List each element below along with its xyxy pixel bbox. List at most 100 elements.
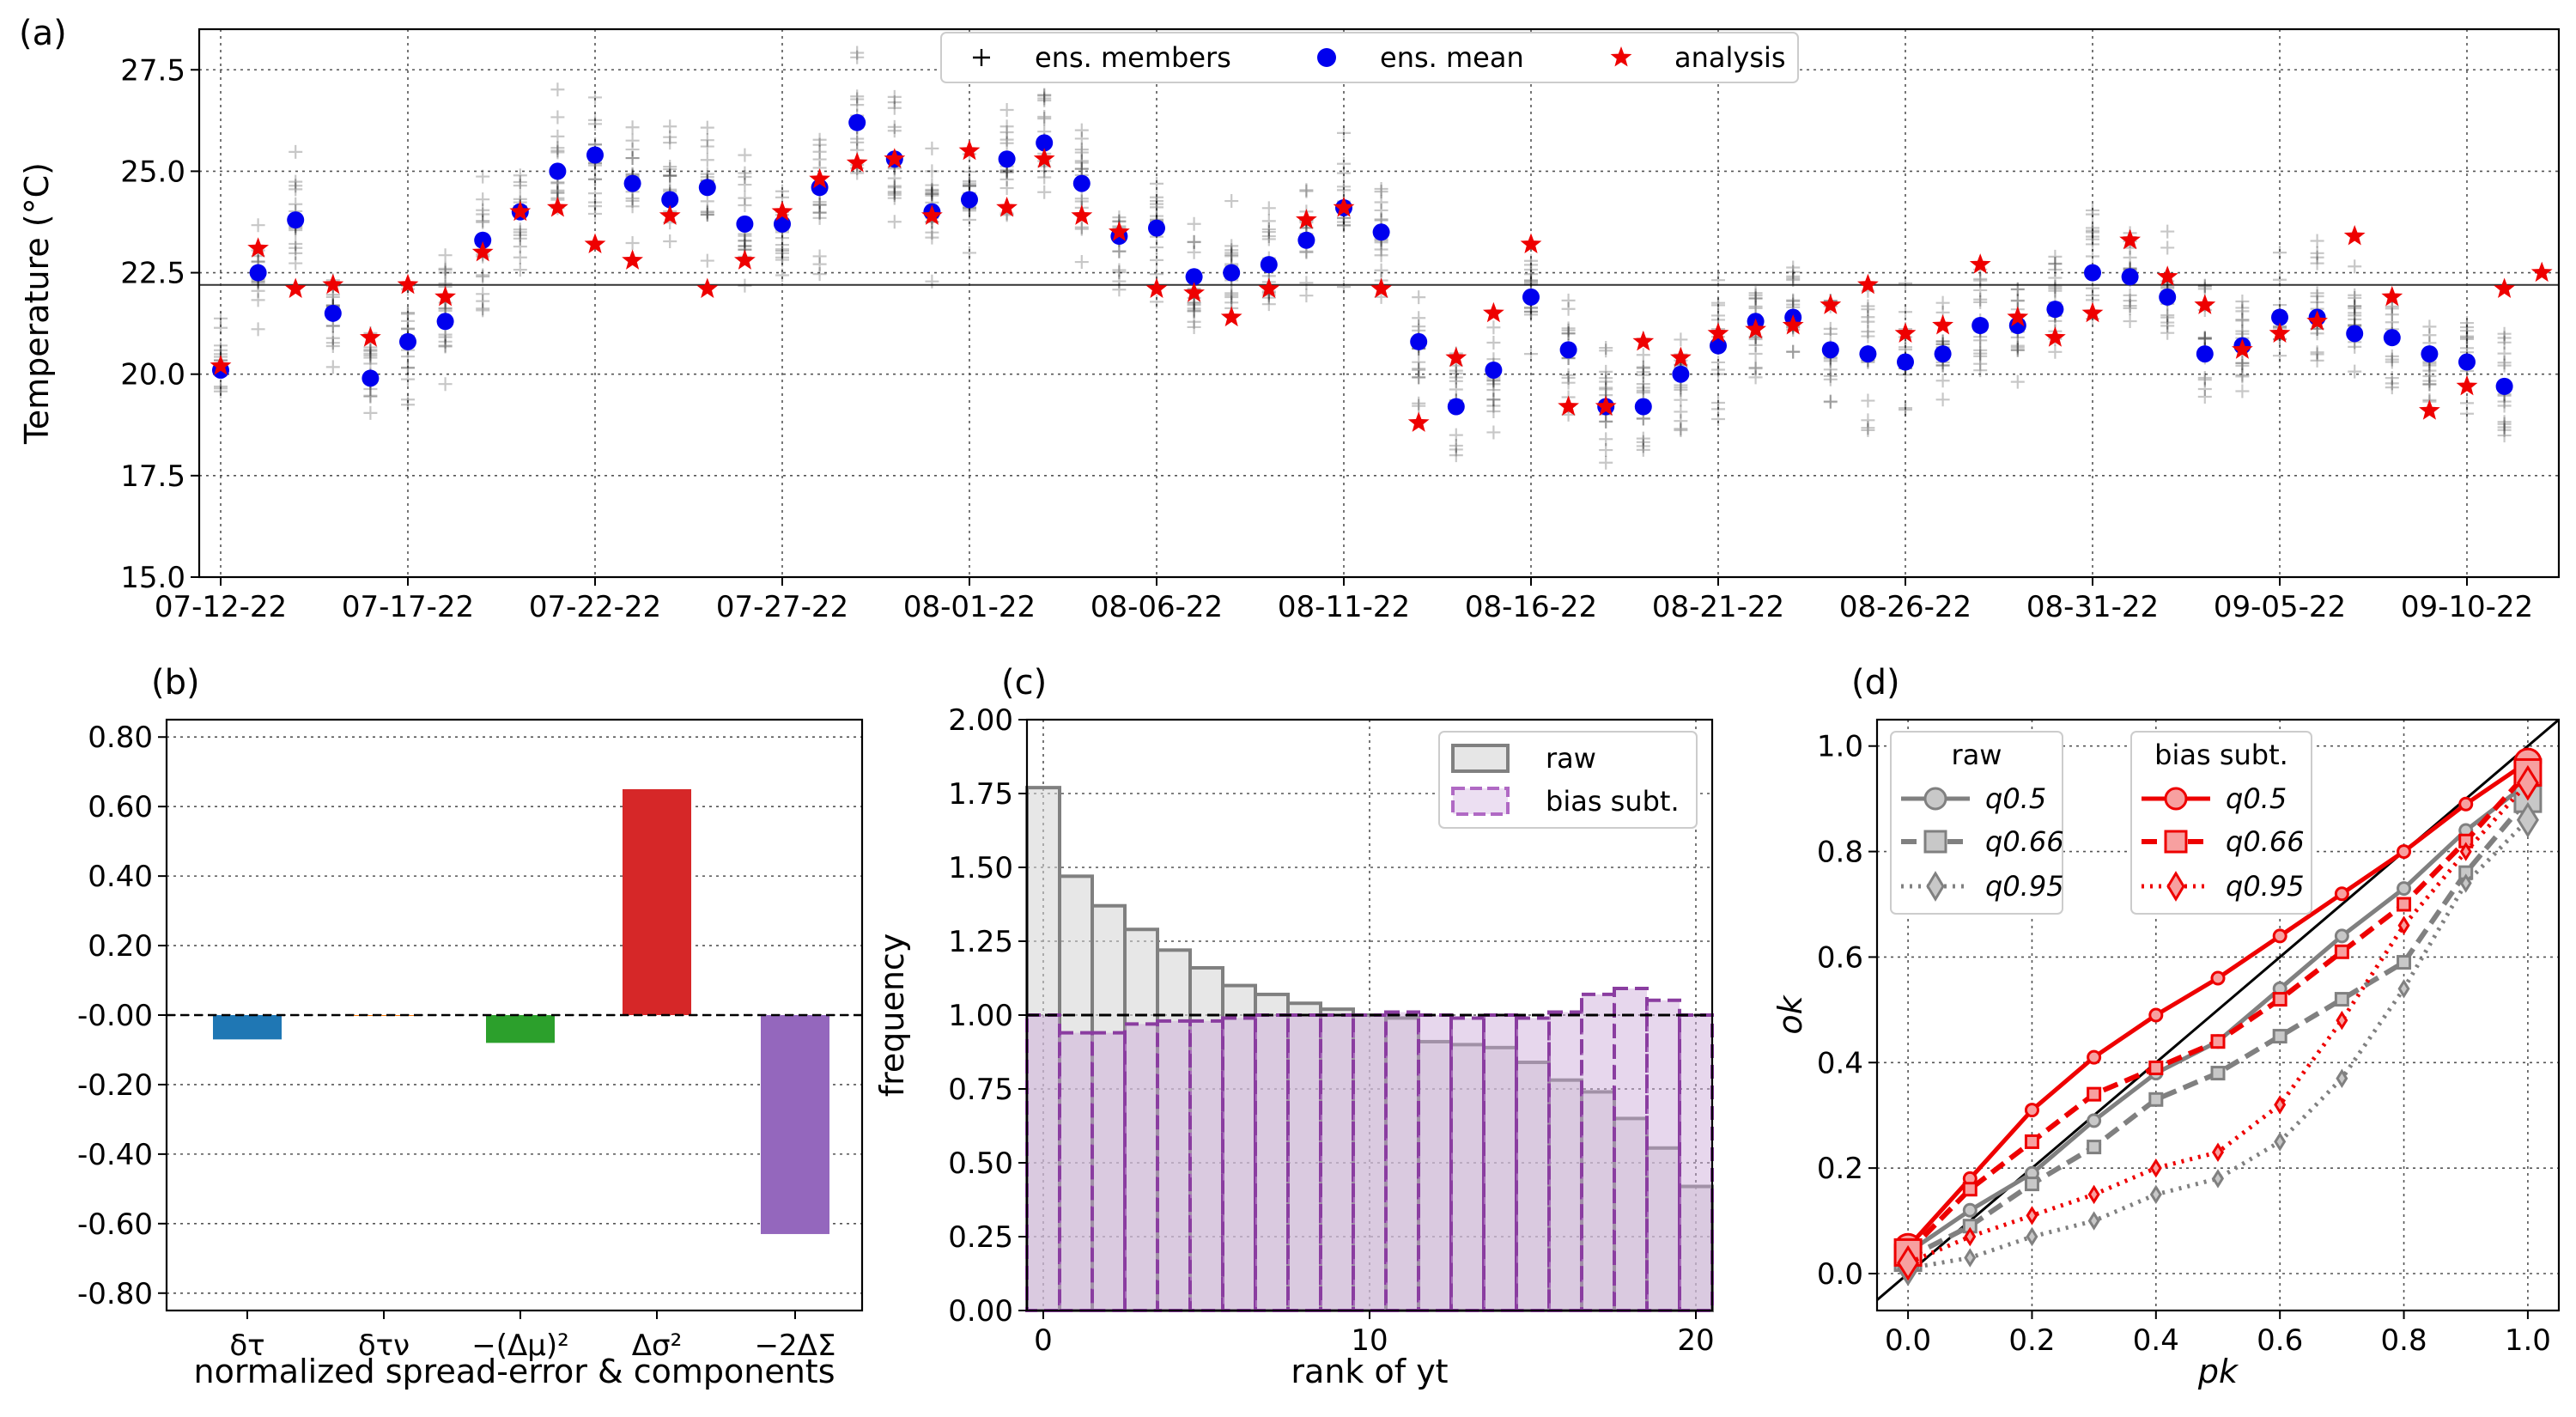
ensemble-member-marker — [775, 231, 789, 246]
y-tick-label: 0.2 — [1817, 1152, 1863, 1186]
x-tick-label: 10 — [1351, 1323, 1388, 1358]
ensemble-member-marker — [1748, 290, 1763, 305]
ensemble-member-marker — [1112, 283, 1127, 297]
ensemble-member-marker — [1112, 244, 1127, 258]
ensemble-member-marker — [513, 168, 527, 183]
ensemble-member-marker — [738, 234, 752, 248]
panel-a-frame — [197, 27, 2561, 579]
ensemble-member-marker — [963, 173, 976, 188]
ensemble-member-marker — [2086, 223, 2099, 238]
ensemble-member-marker — [1412, 398, 1426, 413]
ensemble-member-marker — [325, 331, 340, 345]
ensemble-member-marker — [1748, 360, 1763, 374]
bias-subt-rank-bar — [1547, 1010, 1583, 1313]
ensemble-member-marker — [850, 46, 865, 60]
ensemble-member-marker — [1636, 365, 1650, 380]
reliability-point — [2210, 1066, 2226, 1081]
legend-marker — [2166, 871, 2185, 902]
ensemble-member-marker — [738, 166, 752, 180]
ensemble-member-marker — [2048, 279, 2063, 294]
ensemble-member-marker — [363, 340, 378, 355]
ensemble-member-marker — [1748, 362, 1763, 376]
ensemble-member-marker — [1599, 374, 1613, 389]
ensemble-member-marker — [1823, 326, 1838, 341]
y-axis-label: ok — [1771, 994, 1809, 1034]
reliability-point — [1962, 1182, 1978, 1197]
ensemble-member-marker — [1074, 222, 1089, 236]
ensemble-member-marker — [289, 256, 303, 271]
ensemble-member-marker — [1973, 346, 1988, 361]
ensemble-member-marker — [1074, 143, 1089, 157]
ensemble-member-marker — [2235, 384, 2250, 398]
ensemble-member-marker — [1449, 442, 1463, 457]
ensemble-member-marker — [1150, 252, 1163, 267]
bias-subt-rank-bar — [1384, 1010, 1420, 1313]
ensemble-member-marker — [812, 205, 827, 220]
ensemble-member-marker — [812, 267, 827, 282]
ensemble-member-marker — [1748, 370, 1763, 385]
ens-mean-point — [1260, 256, 1278, 274]
ensemble-member-marker — [214, 311, 228, 325]
ensemble-member-marker — [1711, 367, 1725, 381]
y-tick-label: 0.60 — [88, 790, 153, 824]
y-tick-label: 0.20 — [88, 929, 153, 964]
ensemble-member-marker — [513, 231, 527, 246]
ensemble-member-marker — [1337, 125, 1351, 140]
ensemble-member-marker — [999, 119, 1014, 134]
ensemble-member-marker — [2497, 415, 2512, 429]
analysis-point — [1370, 277, 1392, 298]
ensemble-member-marker — [1674, 423, 1688, 437]
ensemble-member-marker — [2460, 329, 2474, 344]
ensemble-member-marker — [887, 100, 902, 115]
ensemble-member-marker — [1074, 161, 1089, 176]
ensemble-member-marker — [2235, 301, 2250, 315]
ensemble-member-marker — [663, 234, 677, 249]
ensemble-member-marker — [2497, 346, 2512, 361]
ensemble-member-marker — [1599, 371, 1613, 386]
ensemble-member-marker — [663, 168, 677, 183]
reliability-point — [2397, 881, 2412, 897]
analysis-point — [2269, 322, 2291, 343]
ensemble-member-marker — [1861, 393, 1875, 408]
ensemble-member-marker — [476, 207, 490, 222]
ensemble-member-marker — [1337, 218, 1351, 233]
ensemble-member-marker — [2385, 352, 2399, 367]
ensemble-member-marker — [1449, 448, 1463, 463]
ens-mean-point — [1897, 353, 1914, 371]
ens-mean-point — [1485, 361, 1503, 379]
reliability-point — [2087, 1211, 2100, 1231]
analysis-point — [996, 196, 1018, 217]
ensemble-member-marker — [588, 186, 602, 201]
y-tick-label: 0.80 — [88, 721, 153, 755]
y-tick-label: 20.0 — [120, 358, 185, 392]
ensemble-member-marker — [1412, 362, 1426, 377]
reliability-point — [2148, 1007, 2164, 1023]
ensemble-member-marker — [812, 137, 827, 152]
ensemble-member-marker — [1973, 273, 1988, 288]
ensemble-member-marker — [1074, 255, 1089, 270]
ensemble-member-marker — [2086, 229, 2099, 244]
ensemble-member-marker — [476, 303, 490, 318]
temperature-timeseries-chart: 15.0 17.5 20.0 22.5 25.0 27.5 07-12-22 07-17-22… — [18, 27, 2561, 624]
analysis-point — [2044, 326, 2066, 347]
ensemble-member-marker — [999, 132, 1014, 147]
ensemble-member-marker — [625, 192, 640, 206]
ensemble-member-marker — [1150, 176, 1163, 191]
reliability-point — [2397, 844, 2412, 860]
ensemble-member-marker — [363, 346, 378, 361]
ens-mean-point — [436, 313, 454, 331]
y-tick-label: 0.8 — [1817, 836, 1863, 870]
ensemble-member-marker — [550, 129, 565, 143]
ensemble-member-marker — [1299, 276, 1314, 290]
ensemble-member-marker — [588, 113, 602, 127]
ensemble-member-marker — [1486, 392, 1501, 407]
panel-d-label: (d) — [1851, 663, 1900, 702]
analysis-point — [2530, 261, 2553, 283]
bias-subt-rank-bar — [1613, 987, 1649, 1313]
ensemble-member-marker — [1524, 304, 1538, 319]
ensemble-member-marker — [2460, 324, 2474, 338]
panel-d-frame — [1875, 718, 2561, 1312]
ensemble-member-marker — [1973, 356, 1988, 371]
ensemble-member-marker — [1187, 234, 1201, 249]
ensemble-member-marker — [1261, 214, 1276, 228]
